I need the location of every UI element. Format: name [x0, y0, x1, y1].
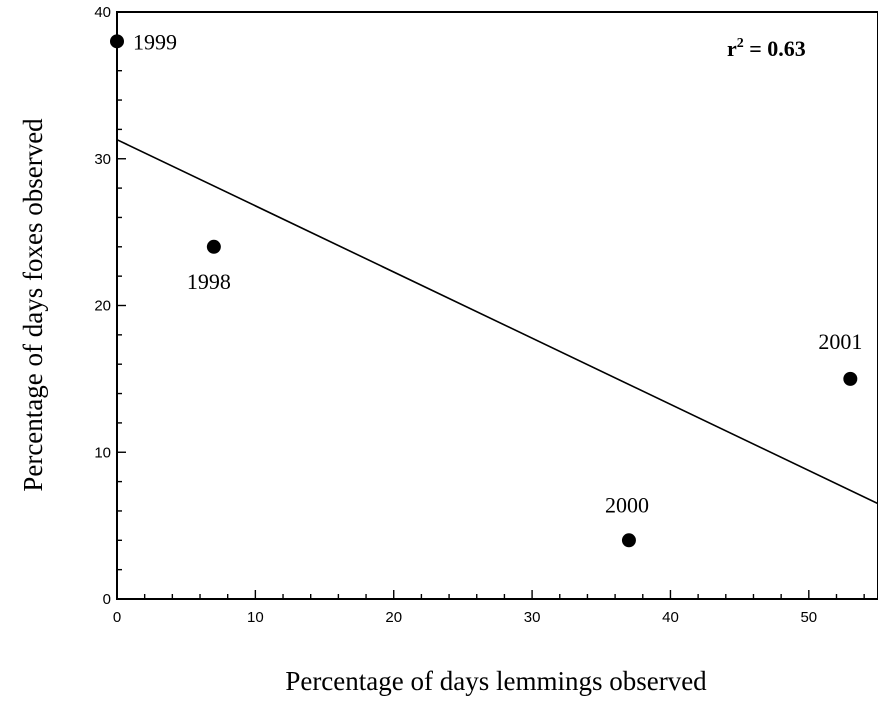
x-axis-ticks: 0 10 20 30 40 50 [113, 590, 865, 626]
y-tick-label: 20 [94, 298, 111, 315]
x-axis-title: Percentage of days lemmings observed [285, 666, 707, 696]
x-tick-label: 40 [662, 609, 679, 626]
y-axis-ticks: 0 10 20 30 40 [94, 4, 126, 608]
data-points: 1999 1998 2000 2001 [110, 29, 862, 548]
point-label: 1998 [187, 269, 231, 294]
x-tick-label: 20 [385, 609, 402, 626]
point-label: 1999 [133, 29, 177, 54]
x-tick-label: 0 [113, 609, 121, 626]
y-tick-label: 10 [94, 444, 111, 461]
y-tick-label: 30 [94, 151, 111, 168]
y-tick-label: 0 [103, 591, 111, 608]
regression-line [116, 138, 878, 505]
y-axis-title: Percentage of days foxes observed [18, 118, 48, 492]
data-point [621, 533, 636, 548]
x-tick-label: 30 [524, 609, 541, 626]
x-tick-label: 10 [247, 609, 264, 626]
plot-frame [116, 11, 878, 600]
r-squared-annotation: r2 = 0.63 [727, 36, 806, 61]
point-label: 2001 [818, 329, 862, 354]
data-point [843, 371, 858, 386]
point-label: 2000 [605, 492, 649, 517]
y-tick-label: 40 [94, 4, 111, 21]
x-tick-label: 50 [800, 609, 817, 626]
data-point [206, 239, 221, 254]
data-point [110, 34, 124, 49]
